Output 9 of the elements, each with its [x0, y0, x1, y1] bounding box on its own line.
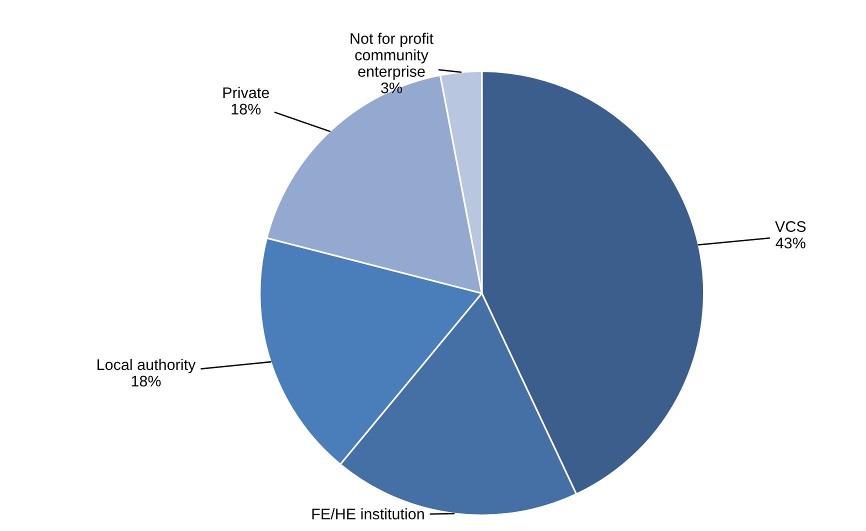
data-label: 43%	[776, 238, 806, 248]
data-label: 18%	[132, 376, 161, 387]
slice-label: Private	[223, 86, 269, 98]
data-label: 3%	[381, 82, 402, 94]
slice-label: FE/HE institution	[312, 508, 424, 520]
slice-label: Not for profit community enterprise	[350, 32, 434, 80]
slice-label: Local authority	[98, 358, 196, 374]
data-label: 18%	[232, 104, 261, 115]
slice-label: VCS	[775, 221, 806, 232]
